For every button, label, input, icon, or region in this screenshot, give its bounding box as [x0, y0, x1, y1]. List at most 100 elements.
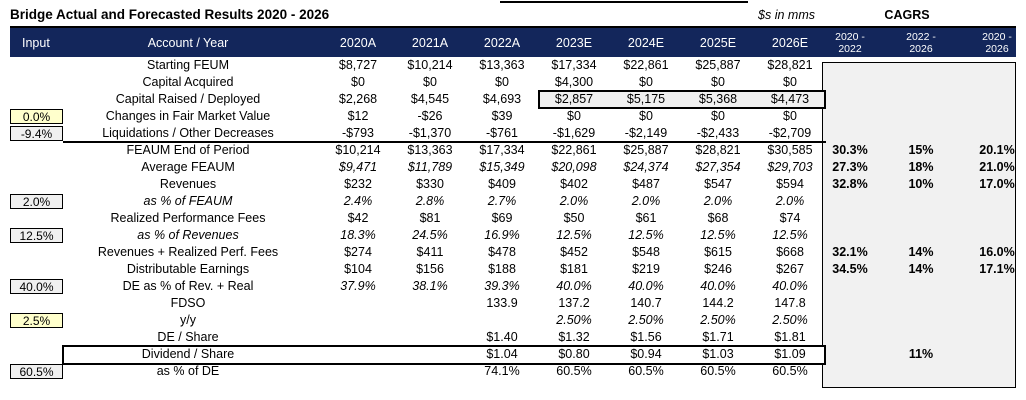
cagr-cell	[874, 125, 968, 142]
column-header-year: 2026E	[771, 35, 809, 50]
top-partial-rule	[500, 1, 748, 3]
value-cell: $1.56	[630, 330, 662, 345]
cagr-cell	[874, 91, 968, 108]
value-cell: $9,471	[338, 160, 378, 175]
value-cell: $4,545	[410, 92, 450, 107]
row-label: Changes in Fair Market Value	[105, 109, 271, 124]
value-cell: $0	[423, 75, 437, 90]
cagr-cell	[826, 91, 874, 108]
value-cell: $156	[416, 262, 444, 277]
value-cell: $0	[639, 75, 653, 90]
value-cell: 2.7%	[487, 194, 517, 209]
cagr-cell	[826, 295, 874, 312]
value-cell: 60.5%	[556, 364, 592, 379]
value-cell: $0.94	[630, 347, 662, 362]
value-cell: 40.0%	[700, 279, 736, 294]
input-cell[interactable]: 60.5%	[10, 364, 63, 379]
cagr-cell	[874, 329, 968, 346]
row-label: y/y	[180, 313, 196, 328]
value-cell: $13,363	[479, 58, 525, 73]
value-cell	[322, 363, 394, 380]
value-cell: $81	[419, 211, 441, 226]
cagr-range-line2: 2022	[838, 42, 862, 55]
value-cell: $28,821	[695, 143, 741, 158]
value-cell: $39	[491, 109, 513, 124]
value-cell: 2.0%	[703, 194, 733, 209]
value-cell	[466, 312, 538, 329]
cagr-cell: 14%	[908, 245, 934, 260]
input-slot	[0, 295, 90, 312]
column-header-year: 2024E	[627, 35, 665, 50]
value-cell: -$1,370	[408, 126, 452, 141]
row-label: Distributable Earnings	[126, 262, 250, 277]
value-cell: $50	[563, 211, 585, 226]
value-cell: $0	[567, 109, 581, 124]
value-cell: $4,693	[482, 92, 522, 107]
cagr-range-line1: 2022 -	[906, 30, 936, 43]
value-cell: -$2,709	[768, 126, 812, 141]
cagr-cell: 20.1%	[979, 143, 1015, 158]
value-cell: $0	[783, 75, 797, 90]
value-cell: $61	[635, 211, 657, 226]
value-cell: $478	[488, 245, 516, 260]
cagr-cell	[874, 363, 968, 380]
value-cell: 74.1%	[484, 364, 520, 379]
value-cell: $74	[779, 211, 801, 226]
cagr-cell: 18%	[908, 160, 934, 175]
value-cell: 2.0%	[631, 194, 661, 209]
cagr-range-line2: 2026	[985, 42, 1009, 55]
value-cell: $267	[776, 262, 804, 277]
value-cell: $1.40	[486, 330, 518, 345]
row-label: Realized Performance Fees	[110, 211, 266, 226]
value-cell: 137.2	[558, 296, 590, 311]
value-cell: $0	[351, 75, 365, 90]
table-header-row: Input Account / Year 2020A 2021A 2022A 2…	[0, 28, 1026, 57]
input-cell[interactable]: 12.5%	[10, 228, 63, 243]
value-cell: 144.2	[702, 296, 734, 311]
cagr-panel	[822, 62, 1016, 388]
value-cell: $25,887	[623, 143, 669, 158]
input-cell[interactable]: 0.0%	[10, 109, 63, 124]
cagr-cell	[968, 295, 1026, 312]
value-cell: 37.9%	[340, 279, 376, 294]
input-cell[interactable]: -9.4%	[10, 126, 63, 141]
value-cell: $5,368	[698, 92, 738, 107]
value-cell: 12.5%	[556, 228, 592, 243]
value-cell	[394, 363, 466, 380]
row-label: Average FEAUM	[141, 160, 235, 175]
value-cell: $219	[632, 262, 660, 277]
input-cell[interactable]: 2.0%	[10, 194, 63, 209]
input-cell[interactable]: 2.5%	[10, 313, 63, 328]
value-cell: 16.9%	[484, 228, 520, 243]
value-cell: $24,374	[623, 160, 669, 175]
value-cell: $1.03	[702, 347, 734, 362]
value-cell: $8,727	[338, 58, 378, 73]
value-cell: $2,857	[554, 92, 594, 107]
page-title: Bridge Actual and Forecasted Results 202…	[10, 7, 330, 22]
value-cell: $409	[488, 177, 516, 192]
value-cell: $17,334	[479, 143, 525, 158]
value-cell: $0	[711, 109, 725, 124]
value-cell	[322, 329, 394, 346]
value-cell: 133.9	[486, 296, 518, 311]
cagr-cell: 27.3%	[832, 160, 868, 175]
value-cell: 2.8%	[415, 194, 445, 209]
value-cell: 38.1%	[412, 279, 448, 294]
value-cell: $30,585	[767, 143, 813, 158]
value-cell: $15,349	[479, 160, 525, 175]
value-cell: $22,861	[551, 143, 597, 158]
value-cell: $69	[491, 211, 513, 226]
value-cell: $13,363	[407, 143, 453, 158]
row-label: FDSO	[170, 296, 206, 311]
input-cell[interactable]: 40.0%	[10, 279, 63, 294]
row-label: DE as % of Rev. + Real	[122, 279, 254, 294]
value-cell	[322, 312, 394, 329]
cagr-cell	[968, 210, 1026, 227]
value-cell: $246	[704, 262, 732, 277]
value-cell: -$2,433	[696, 126, 740, 141]
value-cell: 147.8	[774, 296, 806, 311]
cagr-cell: 34.5%	[832, 262, 868, 277]
value-cell	[322, 295, 394, 312]
value-cell: $1.71	[702, 330, 734, 345]
value-cell: $11,789	[407, 160, 453, 175]
